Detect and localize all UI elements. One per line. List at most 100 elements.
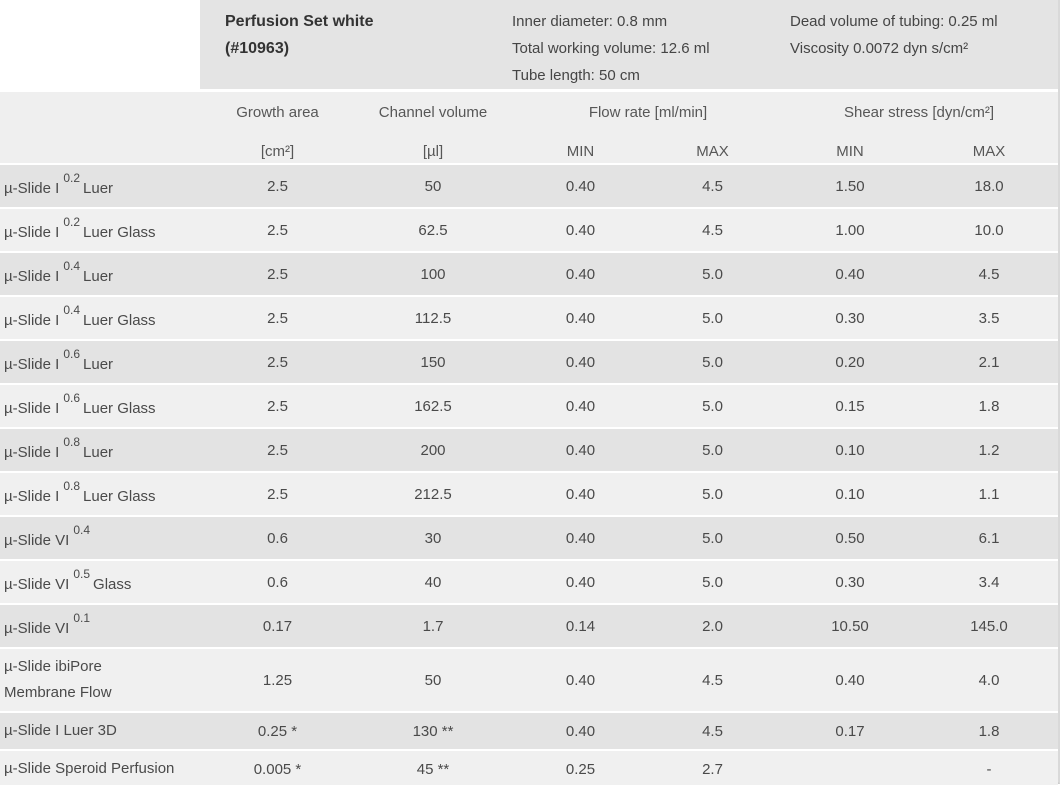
product-name-cell: µ-Slide I0.6Luer Glass — [4, 391, 156, 417]
product-name-cell: µ-Slide I0.8Luer — [4, 435, 114, 461]
table-row: µ-Slide I0.6Luer 2.5 150 0.40 5.0 0.20 2… — [0, 341, 1058, 385]
flow-rate-max-header: MAX — [696, 143, 729, 160]
shear-stress-max-cell: 18.0 — [974, 177, 1004, 195]
channel-volume-cell: 45 ** — [416, 760, 450, 778]
shear-stress-max-cell: 4.5 — [978, 265, 1000, 283]
flow-rate-min-cell: 0.40 — [565, 353, 596, 371]
slide-height-superscript: 0.2 — [63, 171, 81, 185]
shear-stress-max-cell: 1.8 — [978, 722, 1000, 740]
flow-rate-max-cell: 5.0 — [702, 353, 723, 371]
shear-stress-max-cell: 1.2 — [978, 441, 1000, 459]
flow-rate-min-cell: 0.40 — [565, 397, 596, 415]
shear-stress-min-cell: 0.10 — [835, 441, 865, 459]
tube-length: Tube length: 50 cm — [512, 67, 640, 84]
product-name-cell: µ-Slide I0.8Luer Glass — [4, 479, 156, 505]
flow-rate-min-cell: 0.40 — [565, 671, 596, 689]
slide-height-superscript: 0.6 — [63, 391, 81, 405]
channel-volume-cell: 62.5 — [418, 221, 448, 239]
shear-stress-max-cell: 1.1 — [978, 485, 1000, 503]
growth-area-cell: 1.25 — [262, 671, 293, 689]
flow-rate-min-cell: 0.40 — [565, 485, 596, 503]
dead-volume: Dead volume of tubing: 0.25 ml — [790, 13, 998, 30]
product-parameters-col1: Inner diameter: 0.8 mm Total working vol… — [512, 8, 790, 89]
table-row: µ-Slide Speroid Perfusion 0.005 * 45 ** … — [0, 751, 1058, 785]
shear-stress-min-cell: 0.30 — [835, 309, 865, 327]
table-row: µ-Slide VI0.1 0.17 1.7 0.14 2.0 10.50 14… — [0, 605, 1058, 649]
growth-area-cell: 2.5 — [267, 309, 288, 327]
slide-height-superscript: 0.4 — [73, 523, 91, 537]
flow-rate-min-cell: 0.40 — [565, 221, 596, 239]
slide-height-superscript: 0.4 — [63, 259, 81, 273]
growth-area-cell: 2.5 — [267, 177, 288, 195]
channel-volume-cell: 112.5 — [414, 309, 452, 327]
channel-volume-cell: 50 — [424, 671, 442, 689]
growth-area-cell: 0.6 — [267, 529, 288, 547]
growth-area-cell: 2.5 — [267, 397, 288, 415]
channel-volume-cell: 162.5 — [414, 397, 452, 415]
shear-stress-max-cell: 1.8 — [978, 397, 1000, 415]
shear-stress-min-cell: 0.30 — [835, 573, 865, 591]
table-body: µ-Slide I0.2Luer 2.5 50 0.40 4.5 1.50 18… — [0, 165, 1058, 785]
flow-rate-max-cell: 4.5 — [702, 722, 723, 740]
flow-rate-max-cell: 2.7 — [702, 760, 723, 778]
shear-stress-max-cell: 6.1 — [978, 529, 1000, 547]
product-title-line1: Perfusion Set white — [225, 13, 374, 30]
shear-stress-min-cell: 0.40 — [835, 265, 865, 283]
table-row: µ-Slide I0.6Luer Glass 2.5 162.5 0.40 5.… — [0, 385, 1058, 429]
flow-rate-max-cell: 4.5 — [702, 177, 723, 195]
shear-stress-min-cell: 1.00 — [835, 221, 865, 239]
table-row: µ-Slide ibiPore Membrane Flow 1.25 50 0.… — [0, 649, 1058, 713]
shear-stress-min-cell: 0.17 — [835, 722, 865, 740]
product-name-cell: µ-Slide I Luer 3D — [4, 722, 117, 739]
growth-area-cell: 0.6 — [267, 573, 288, 591]
shear-stress-max-cell: - — [986, 760, 992, 778]
growth-area-cell: 2.5 — [267, 485, 288, 503]
table-row: µ-Slide I0.8Luer 2.5 200 0.40 5.0 0.10 1… — [0, 429, 1058, 473]
flow-rate-min-cell: 0.40 — [565, 441, 596, 459]
channel-volume-cell: 50 — [424, 177, 442, 195]
shear-stress-min-cell: 0.20 — [835, 353, 865, 371]
product-name-line2: Membrane Flow — [4, 684, 112, 701]
table-row: µ-Slide I0.4Luer 2.5 100 0.40 5.0 0.40 4… — [0, 253, 1058, 297]
flow-rate-header-group: Flow rate [ml/min] MIN MAX — [516, 92, 780, 165]
growth-area-cell: 2.5 — [267, 221, 288, 239]
shear-stress-max-cell: 3.4 — [978, 573, 1000, 591]
table-column-headers: Growth area [cm²] Channel volume [µl] Fl… — [0, 92, 1058, 165]
shear-stress-max-cell: 145.0 — [970, 617, 1008, 635]
product-name-cell: µ-Slide I0.4Luer Glass — [4, 303, 156, 329]
channel-volume-cell: 130 ** — [412, 722, 454, 740]
shear-stress-max-cell: 10.0 — [974, 221, 1004, 239]
shear-stress-min-cell: 1.50 — [835, 177, 865, 195]
flow-rate-min-cell: 0.40 — [565, 529, 596, 547]
growth-area-cell: 2.5 — [267, 265, 288, 283]
shear-stress-min-cell: 0.15 — [835, 397, 865, 415]
flow-rate-max-cell: 5.0 — [702, 485, 723, 503]
total-working-volume: Total working volume: 12.6 ml — [512, 40, 710, 57]
table-row: µ-Slide VI0.5Glass 0.6 40 0.40 5.0 0.30 … — [0, 561, 1058, 605]
channel-volume-cell: 100 — [420, 265, 446, 283]
channel-volume-cell: 1.7 — [422, 617, 444, 635]
channel-volume-cell: 150 — [420, 353, 446, 371]
growth-area-header: Growth area [cm²] — [236, 104, 319, 160]
product-name-cell: µ-Slide VI0.4 — [4, 523, 91, 549]
top-info-band: Perfusion Set white (#10963) Inner diame… — [0, 0, 1058, 92]
slide-height-superscript: 0.1 — [73, 611, 91, 625]
table-row: µ-Slide I Luer 3D 0.25 * 130 ** 0.40 4.5… — [0, 713, 1058, 751]
product-name-cell: µ-Slide ibiPore Membrane Flow — [0, 649, 205, 711]
flow-rate-max-cell: 2.0 — [702, 617, 723, 635]
flow-rate-min-cell: 0.25 — [565, 760, 596, 778]
flow-rate-max-cell: 4.5 — [702, 221, 723, 239]
channel-volume-cell: 212.5 — [414, 485, 452, 503]
shear-stress-min-cell: 10.50 — [831, 617, 869, 635]
channel-volume-cell: 30 — [424, 529, 442, 547]
shear-stress-max-cell: 3.5 — [978, 309, 1000, 327]
flow-rate-min-cell: 0.14 — [565, 617, 596, 635]
product-info: Perfusion Set white (#10963) Inner diame… — [200, 0, 1058, 89]
shear-stress-max-cell: 4.0 — [978, 671, 1000, 689]
shear-stress-min-cell: 0.50 — [835, 529, 865, 547]
flow-rate-max-cell: 5.0 — [702, 529, 723, 547]
flow-rate-min-cell: 0.40 — [565, 177, 596, 195]
inner-diameter: Inner diameter: 0.8 mm — [512, 13, 668, 30]
channel-volume-cell: 200 — [420, 441, 446, 459]
